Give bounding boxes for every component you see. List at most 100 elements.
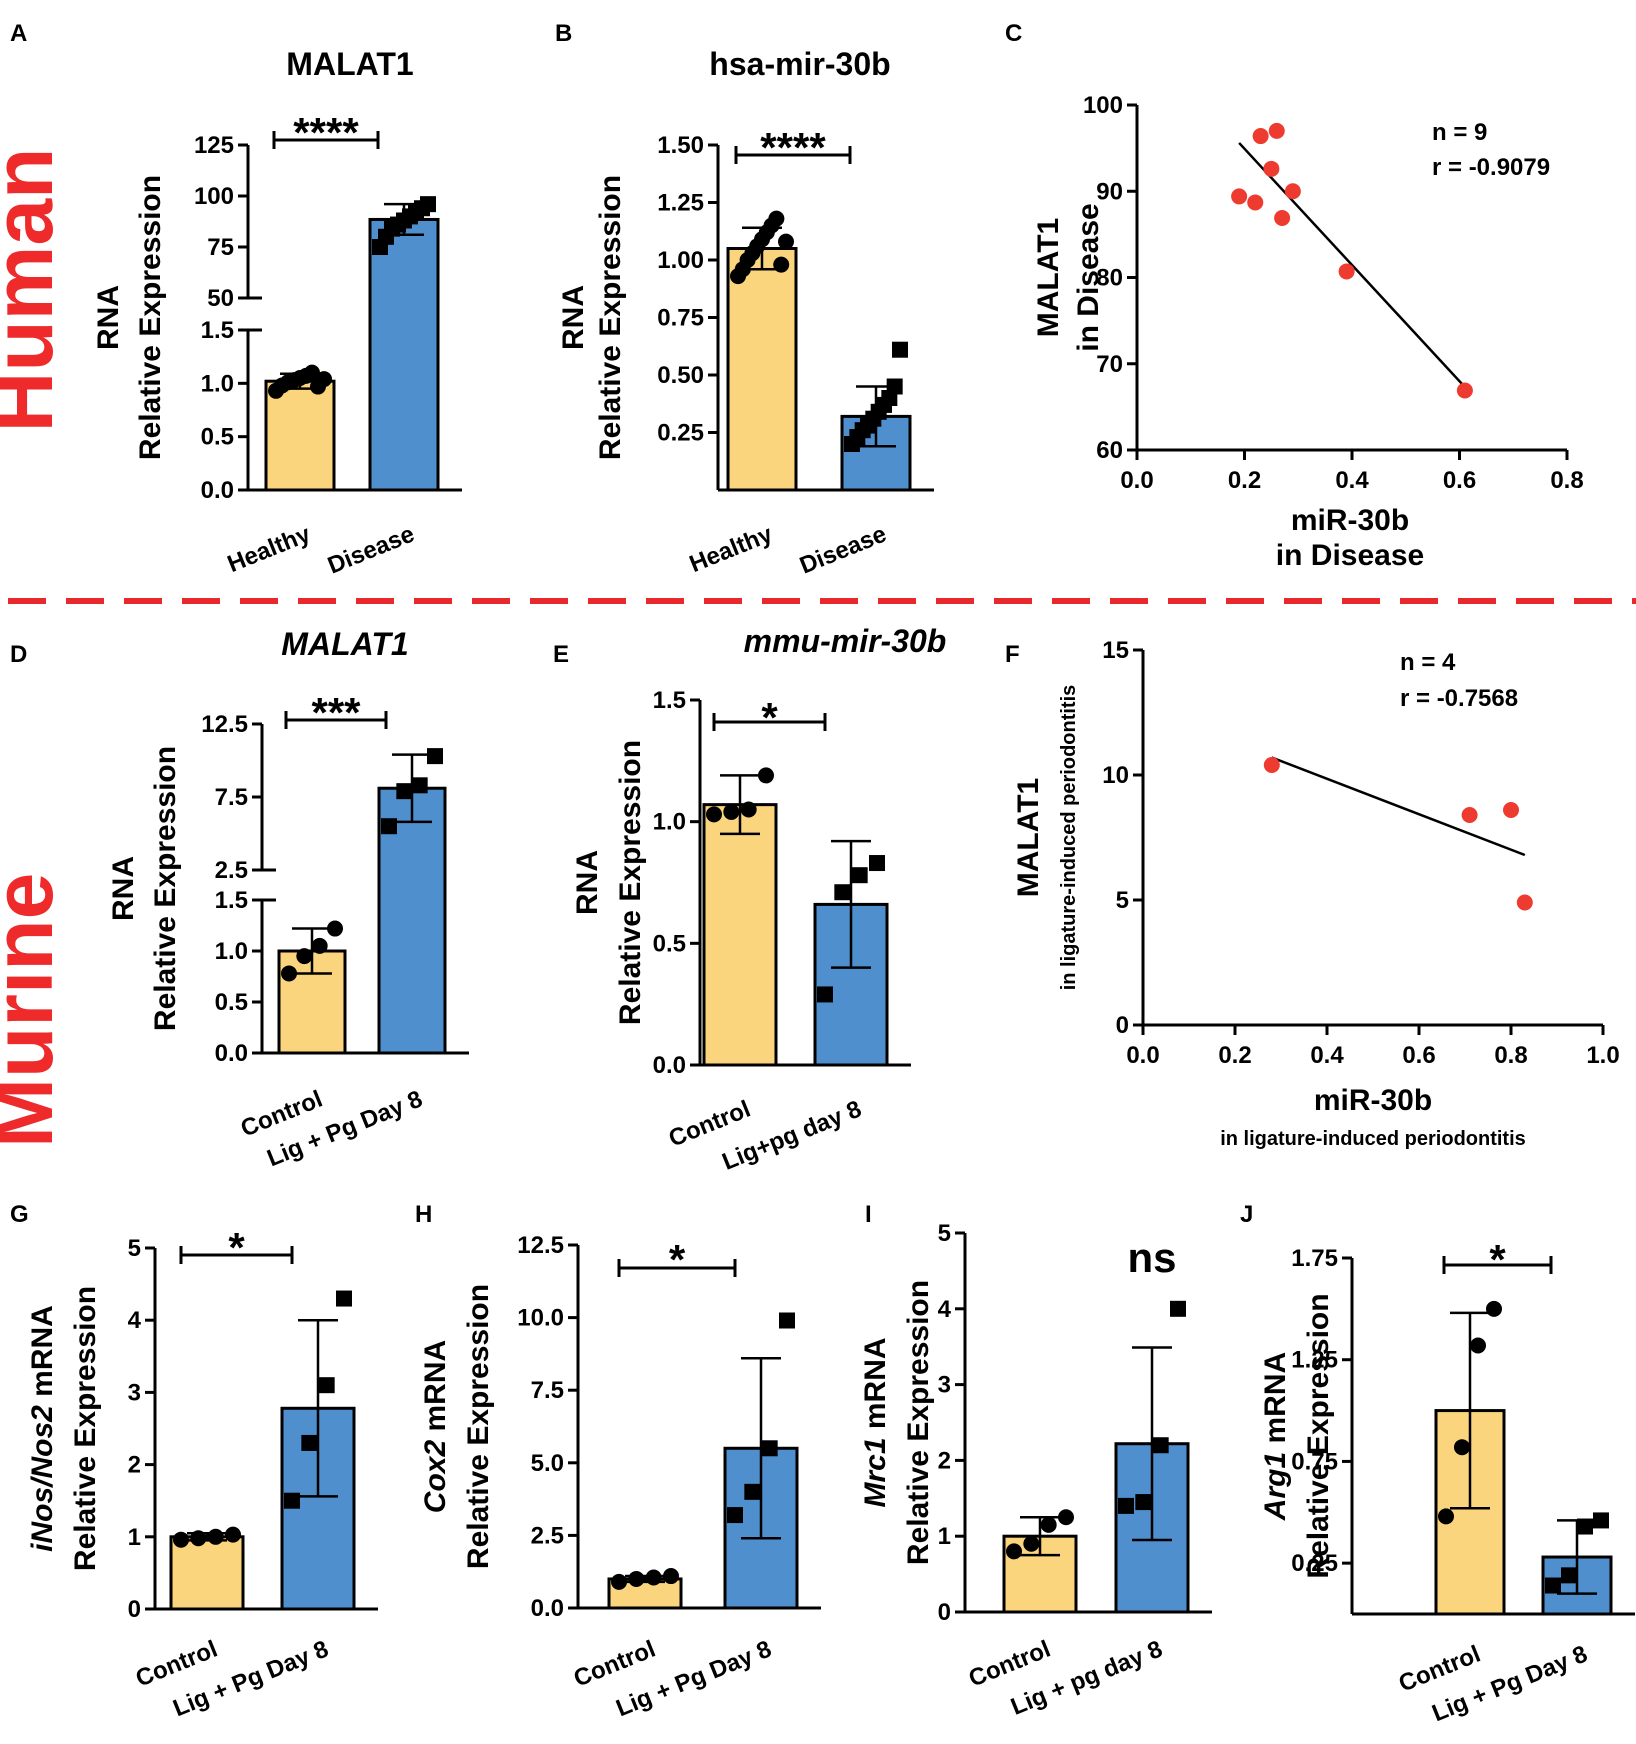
y-tick-label: 0.50 bbox=[657, 362, 704, 389]
y-tick-label: 10 bbox=[1102, 762, 1129, 789]
y-tick-label: 0.75 bbox=[657, 305, 704, 332]
y-tick-label: 1.0 bbox=[653, 809, 686, 836]
data-point bbox=[311, 937, 328, 954]
panel-A: A MALAT1 0.0 0.5 1.0 1.5 50 75 100 125 RNA Relative… bbox=[10, 20, 462, 580]
y-axis-label-line: Mrc1 mRNA bbox=[859, 1337, 892, 1507]
panel-C: C 0.0 0.2 0.4 0.6 0.8 60 70 80 90 100 n = 9 r = -0.9… bbox=[1005, 20, 1584, 572]
panel-title-E: mmu-mir-30b bbox=[744, 623, 947, 659]
data-point bbox=[1023, 1535, 1040, 1552]
data-point bbox=[886, 378, 903, 395]
x-tick-label: 0.8 bbox=[1494, 1042, 1527, 1069]
scatter-point bbox=[1274, 209, 1291, 226]
x-axis-label-line: miR-30b bbox=[1291, 504, 1409, 537]
y-tick-label: 0.5 bbox=[215, 989, 248, 1016]
panel-D: D MALAT1 0.0 0.5 1.0 1.5 2.5 7.5 12.5 RNA Relative… bbox=[10, 626, 469, 1172]
y-tick-label: 1.5 bbox=[215, 887, 248, 914]
data-point bbox=[1486, 1300, 1502, 1317]
y-tick-label: 12.5 bbox=[517, 1232, 564, 1259]
data-point bbox=[817, 986, 833, 1003]
y-tick-label: 5 bbox=[128, 1235, 141, 1262]
data-point bbox=[761, 1440, 778, 1457]
y-tick-label: 0.5 bbox=[201, 424, 234, 451]
y-tick-label: 1.25 bbox=[657, 190, 704, 217]
y-axis-label-line: Relative Expression bbox=[134, 175, 167, 460]
y-tick-label: 1.25 bbox=[1291, 1347, 1338, 1374]
y-tick-label: 0.0 bbox=[201, 477, 234, 504]
y-axis-label-line: Relative Expression bbox=[69, 1286, 102, 1571]
y-tick-label: 5.0 bbox=[531, 1450, 564, 1477]
y-axis-label-line: RNA bbox=[107, 856, 140, 921]
y-axis-label-line: Cox2 mRNA bbox=[419, 1340, 452, 1513]
data-point bbox=[744, 1483, 761, 1500]
y-tick-label: 4 bbox=[938, 1296, 952, 1323]
scatter-point bbox=[1338, 263, 1355, 280]
y-tick-label: 5 bbox=[938, 1220, 951, 1247]
y-tick-label: 0 bbox=[938, 1599, 951, 1626]
significance-label: * bbox=[228, 1224, 245, 1271]
data-point bbox=[1577, 1518, 1593, 1535]
panel-letter-F: F bbox=[1005, 641, 1020, 668]
y-tick-label: 4 bbox=[128, 1307, 142, 1334]
data-point bbox=[723, 803, 740, 820]
data-point bbox=[304, 364, 320, 381]
y-axis-label-line: Relative Expression bbox=[1302, 1293, 1335, 1578]
y-tick-label: 3 bbox=[128, 1379, 141, 1406]
data-point bbox=[663, 1568, 679, 1585]
y-tick-label: 70 bbox=[1096, 351, 1123, 378]
y-axis-label-line: Relative Expression bbox=[902, 1280, 935, 1565]
scatter-point bbox=[1252, 128, 1269, 145]
y-tick-label: 90 bbox=[1096, 178, 1123, 205]
data-point bbox=[296, 948, 313, 965]
y-tick-label: 2.5 bbox=[215, 857, 248, 884]
panel-G: G 0 1 2 3 4 5 iNos/Nos2 mRNA Relative Expression… bbox=[10, 1201, 378, 1722]
bar-control bbox=[702, 803, 778, 1067]
y-axis-label-line: in Disease bbox=[1072, 203, 1105, 351]
panel-title-B: hsa-mir-30b bbox=[709, 46, 890, 82]
y-axis-label-line: MALAT1 bbox=[1032, 218, 1065, 337]
x-axis-label-line: in Disease bbox=[1276, 539, 1424, 572]
y-tick-label: 100 bbox=[1083, 92, 1123, 119]
data-point bbox=[740, 801, 757, 818]
bar-control bbox=[169, 1535, 245, 1611]
scatter-point bbox=[1231, 188, 1248, 205]
y-axis-label-B: RNA Relative Expression bbox=[557, 175, 627, 460]
data-point bbox=[611, 1573, 627, 1590]
y-tick-label: 0.0 bbox=[531, 1595, 564, 1622]
y-axis-label-H: Cox2 mRNA Relative Expression bbox=[419, 1284, 495, 1569]
significance-label: * bbox=[761, 694, 778, 741]
regression-line bbox=[1238, 142, 1466, 388]
y-tick-label: 10.0 bbox=[517, 1305, 564, 1332]
significance-label: **** bbox=[293, 109, 359, 156]
panel-letter-J: J bbox=[1240, 1201, 1253, 1228]
panel-H: H 0.0 2.5 5.0 7.5 10.0 12.5 Cox2 mRNA Relative E… bbox=[415, 1201, 821, 1722]
y-axis-label-line: Arg1 mRNA bbox=[1259, 1352, 1292, 1521]
scatter-point bbox=[1263, 160, 1280, 177]
data-point bbox=[427, 748, 443, 765]
data-point bbox=[727, 1507, 743, 1524]
stat-annotation: r = -0.7568 bbox=[1400, 685, 1518, 712]
y-tick-label: 75 bbox=[207, 234, 234, 261]
scatter-point bbox=[1516, 894, 1533, 911]
data-point bbox=[851, 867, 868, 884]
y-tick-label: 100 bbox=[194, 183, 234, 210]
y-axis-label-line: iNos/Nos2 mRNA bbox=[26, 1305, 59, 1552]
regression-line bbox=[1271, 756, 1526, 857]
data-point bbox=[1118, 1497, 1134, 1514]
data-point bbox=[420, 196, 436, 213]
y-axis-label-line: in ligature-induced periodontitis bbox=[1058, 685, 1080, 991]
panel-title-A: MALAT1 bbox=[286, 46, 413, 82]
data-point bbox=[411, 777, 428, 794]
data-point bbox=[1561, 1567, 1577, 1584]
y-tick-label: 12.5 bbox=[201, 711, 248, 738]
y-axis-label-E: RNA Relative Expression bbox=[571, 740, 647, 1025]
y-axis-label-line: RNA bbox=[557, 285, 590, 350]
x-tick-label: 0.8 bbox=[1550, 467, 1583, 494]
y-tick-label: 1 bbox=[128, 1524, 141, 1551]
x-tick-label: 0.2 bbox=[1228, 467, 1261, 494]
stat-annotation: n = 9 bbox=[1432, 119, 1487, 146]
y-axis-label-line: Relative Expression bbox=[594, 175, 627, 460]
y-axis-label-J: Arg1 mRNA Relative Expression bbox=[1259, 1293, 1335, 1578]
